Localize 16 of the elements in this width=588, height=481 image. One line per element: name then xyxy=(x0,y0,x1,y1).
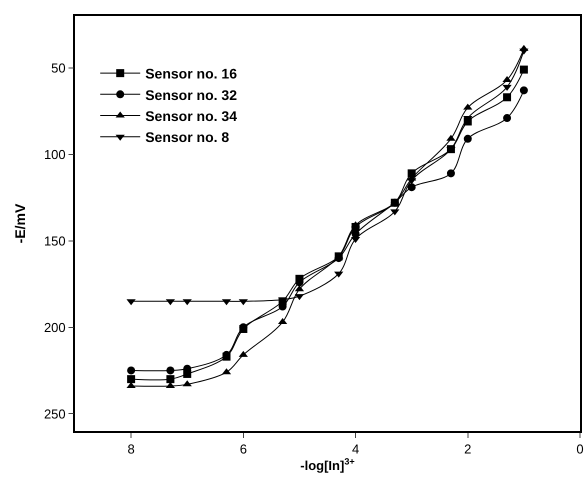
y-tick-label: 100 xyxy=(44,146,66,162)
x-tick-label: 6 xyxy=(240,441,247,456)
legend-label: Sensor no. 34 xyxy=(145,108,238,124)
x-tick-label: 4 xyxy=(352,441,360,456)
legend-label: Sensor no. 8 xyxy=(145,129,230,146)
x-axis-title: -log[In]$^{3+}$ xyxy=(300,456,355,473)
x-tick-label: 2 xyxy=(464,441,472,456)
legend-label: Sensor no. 16 xyxy=(145,66,238,82)
y-tick-label: 50 xyxy=(51,60,66,76)
y-axis-title: -E/mV xyxy=(12,203,28,244)
legend-label: Sensor no. 32 xyxy=(145,86,238,103)
y-tick-label: 200 xyxy=(44,320,66,335)
x-tick-label: 8 xyxy=(127,441,135,456)
x-tick-label: 0 xyxy=(576,441,584,456)
y-tick-label: 250 xyxy=(44,406,66,422)
y-tick-label: 150 xyxy=(44,233,66,248)
